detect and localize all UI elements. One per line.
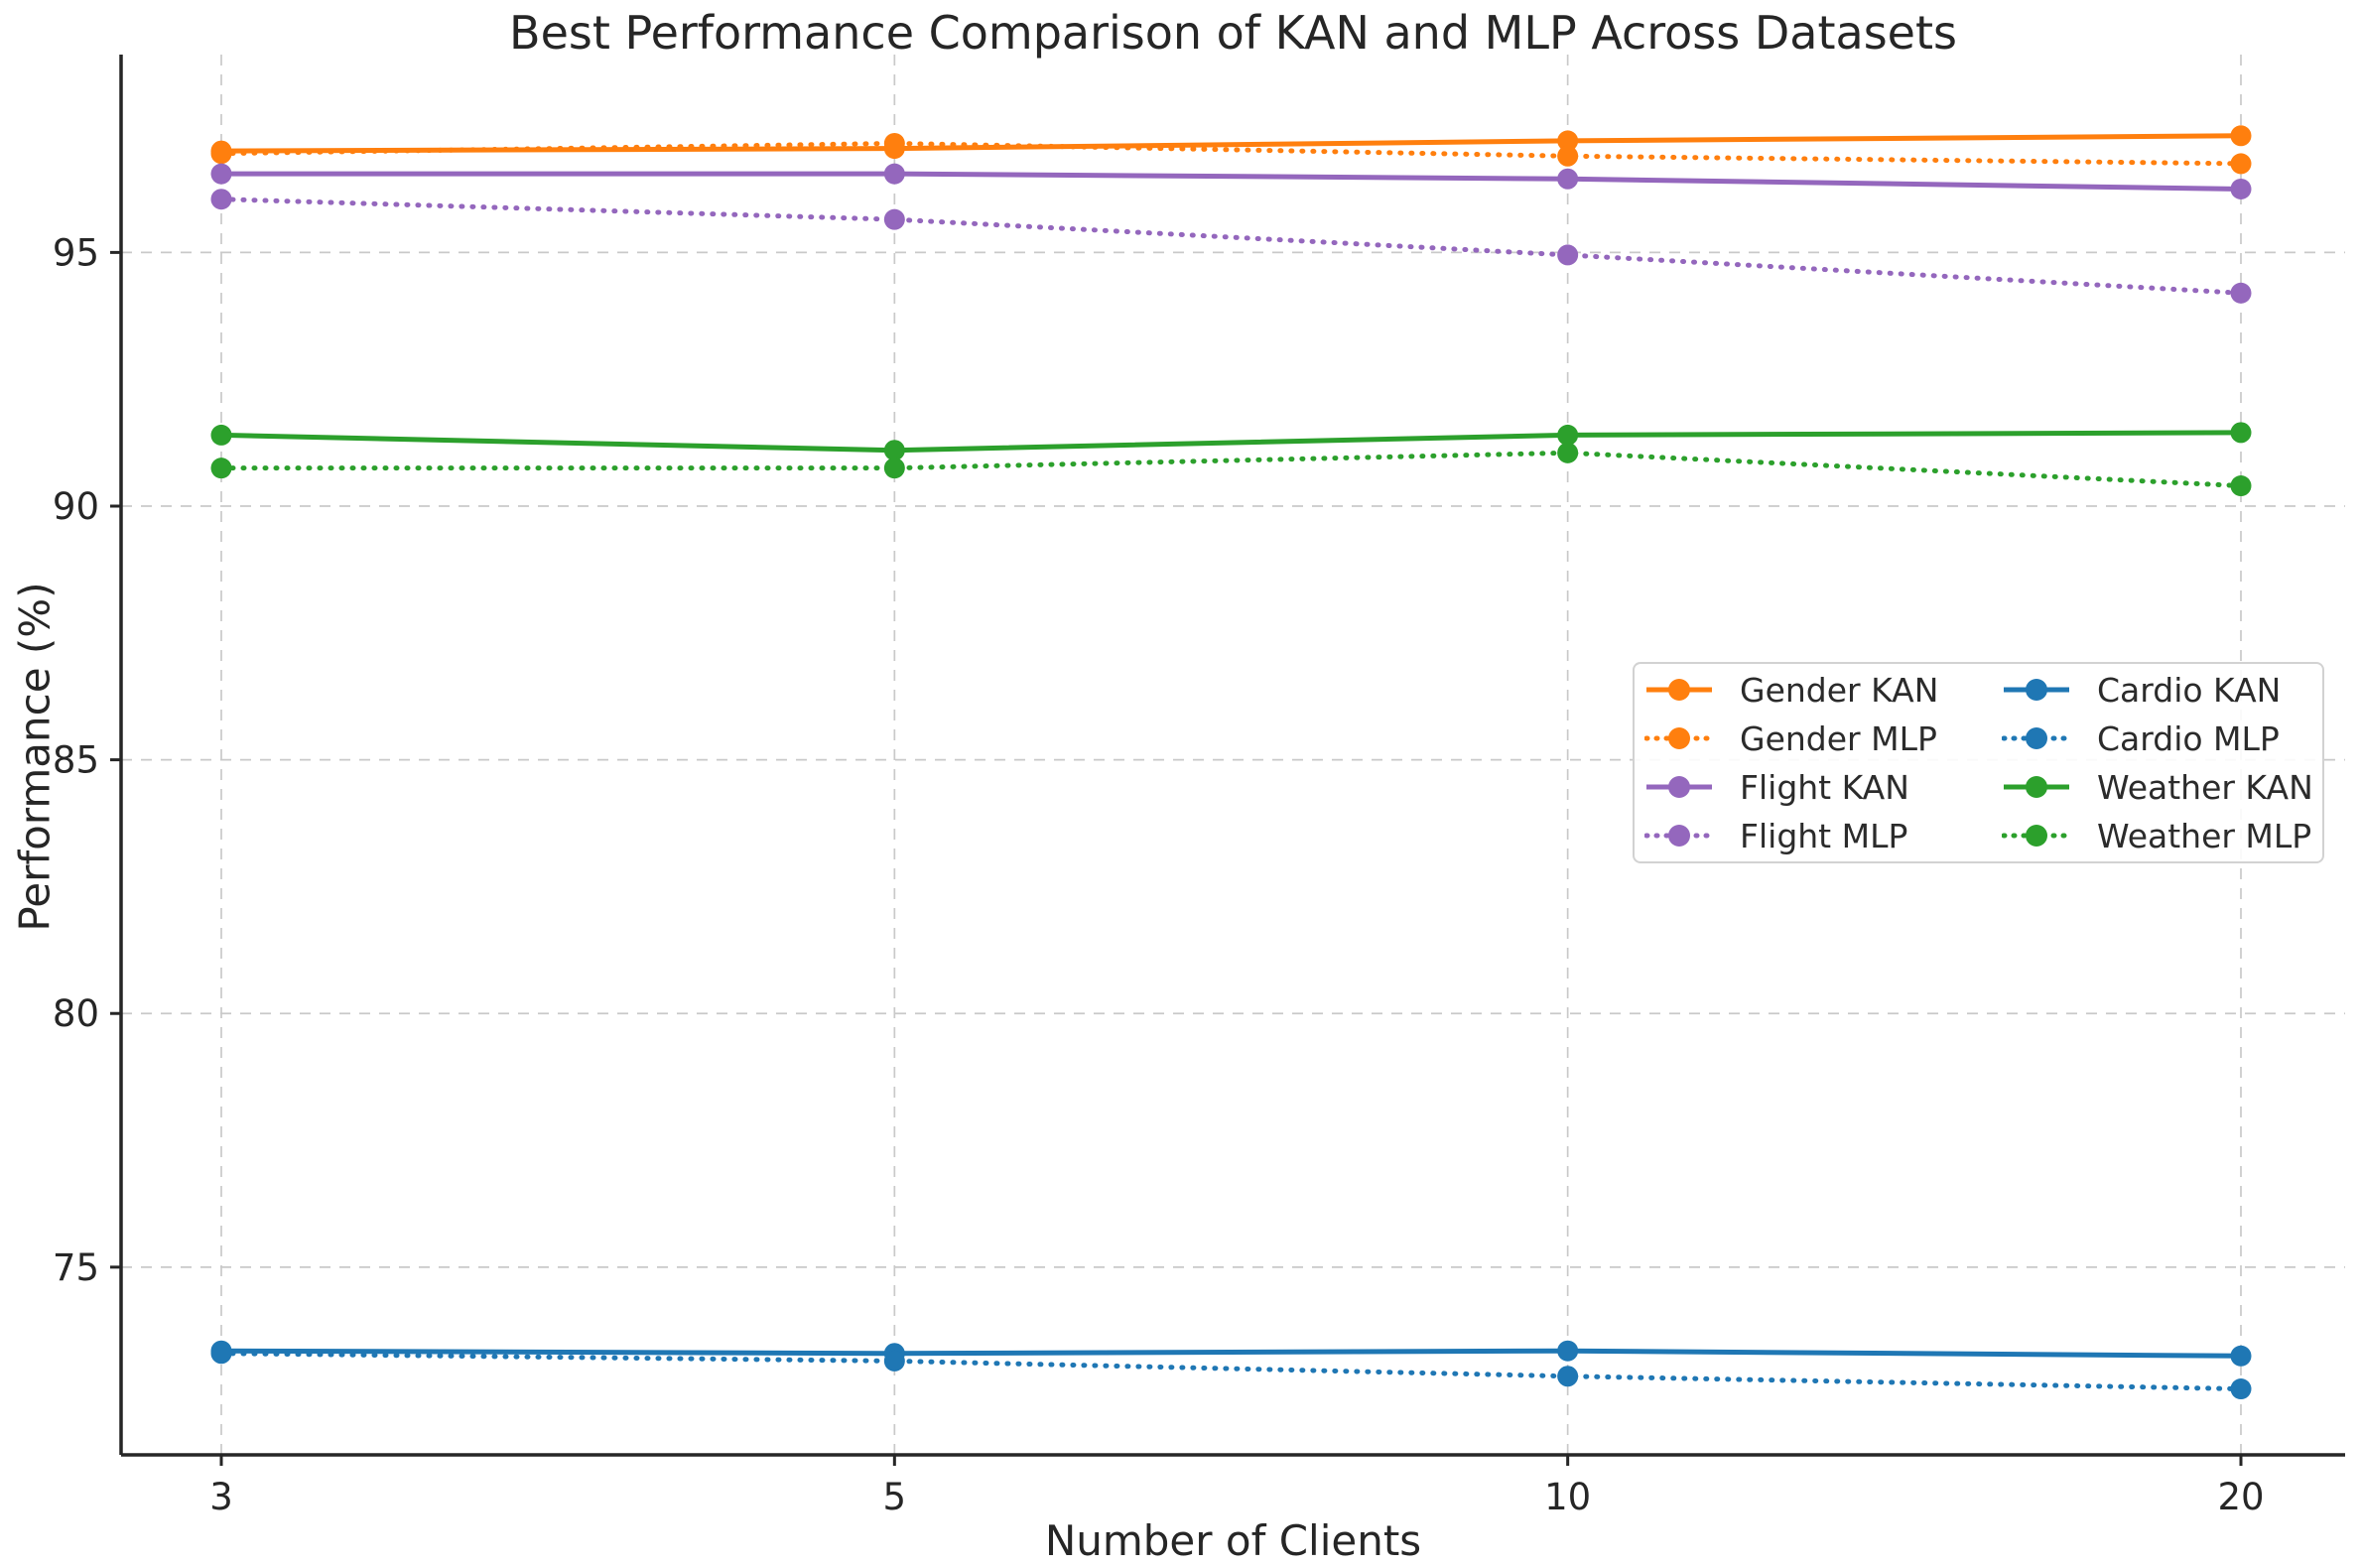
legend-label: Weather KAN <box>2097 767 2313 807</box>
legend-label: Weather MLP <box>2097 816 2312 855</box>
legend-label: Gender MLP <box>1740 719 1937 758</box>
legend-item-weather-mlp: Weather MLP <box>2002 812 2322 860</box>
data-point-flight-kan <box>210 163 232 185</box>
data-point-flight-mlp <box>210 189 232 210</box>
data-point-weather-mlp <box>210 457 232 479</box>
y-tick-label: 95 <box>53 231 99 274</box>
legend-sample-line <box>2004 679 2069 701</box>
data-point-cardio-kan <box>1557 1340 1579 1362</box>
data-point-gender-mlp <box>210 143 232 165</box>
series-line-gender-mlp <box>218 140 2244 167</box>
series-line-weather-mlp <box>218 450 2244 489</box>
legend-sample-line <box>1644 727 1714 749</box>
legend-item-cardio-mlp: Cardio MLP <box>2002 715 2322 763</box>
data-point-flight-kan <box>1557 168 1579 190</box>
data-point-weather-kan <box>2230 422 2252 444</box>
data-point-weather-kan <box>883 440 905 461</box>
legend-item-cardio-kan: Cardio KAN <box>2002 666 2322 715</box>
series-line-weather-kan <box>220 430 2242 454</box>
legend-label: Cardio KAN <box>2097 670 2282 710</box>
x-tick-label: 20 <box>2217 1476 2264 1518</box>
y-tick-label: 80 <box>53 992 99 1035</box>
data-point-cardio-kan <box>2230 1345 2252 1367</box>
legend-sample-line <box>1646 776 1712 798</box>
data-point-cardio-mlp <box>1557 1366 1579 1387</box>
data-point-weather-mlp <box>1557 442 1579 463</box>
data-point-gender-kan <box>1557 130 1579 152</box>
y-tick-label: 90 <box>53 485 99 528</box>
legend-sample-line <box>2002 825 2071 847</box>
legend-item-weather-kan: Weather KAN <box>2002 763 2322 812</box>
legend-label: Cardio MLP <box>2097 719 2280 758</box>
x-tick-label: 10 <box>1544 1476 1591 1518</box>
data-point-flight-mlp <box>1557 244 1579 266</box>
x-tick-label: 5 <box>883 1476 907 1518</box>
data-point-cardio-mlp <box>883 1350 905 1372</box>
data-point-weather-kan <box>210 424 232 446</box>
series-line-cardio-kan <box>220 1348 2242 1359</box>
legend-label: Flight KAN <box>1740 767 1909 807</box>
y-tick-label: 85 <box>53 739 99 782</box>
legend-item-flight-mlp: Flight MLP <box>1644 812 2002 860</box>
data-point-weather-mlp <box>2230 475 2252 497</box>
legend-label: Flight MLP <box>1740 816 1908 855</box>
y-axis-label: Performance (%) <box>10 582 60 932</box>
legend-item-gender-kan: Gender KAN <box>1644 666 2002 715</box>
legend: Gender KAN Gender MLP Flight KAN Flight … <box>1633 662 2324 863</box>
y-tick-label: 75 <box>53 1246 99 1289</box>
legend-sample-marker <box>1668 776 1690 798</box>
data-point-cardio-mlp <box>2230 1378 2252 1400</box>
series-line-gender-kan <box>220 133 2242 154</box>
data-point-gender-mlp <box>2230 153 2252 175</box>
data-point-weather-kan <box>1557 424 1579 446</box>
legend-sample-marker <box>2026 825 2047 847</box>
legend-label: Gender KAN <box>1740 670 1939 710</box>
legend-sample-marker <box>1668 727 1690 749</box>
legend-sample-marker <box>1668 679 1690 701</box>
x-tick-label: 3 <box>209 1476 233 1518</box>
data-point-flight-mlp <box>2230 282 2252 304</box>
data-point-cardio-mlp <box>210 1343 232 1365</box>
data-point-gender-mlp <box>1557 145 1579 167</box>
x-axis-label: Number of Clients <box>1044 1516 1422 1565</box>
legend-sample-marker <box>1668 825 1690 847</box>
legend-sample-line <box>1644 825 1714 847</box>
chart-title: Best Performance Comparison of KAN and M… <box>509 6 1957 60</box>
legend-sample-marker <box>2026 727 2047 749</box>
series-line-flight-mlp <box>218 196 2244 296</box>
legend-sample-line <box>2002 727 2071 749</box>
legend-item-flight-kan: Flight KAN <box>1644 763 2002 812</box>
data-point-gender-kan <box>2230 125 2252 147</box>
legend-sample-marker <box>2026 679 2047 701</box>
data-point-flight-kan <box>883 163 905 185</box>
legend-sample-line <box>1646 679 1712 701</box>
data-point-flight-mlp <box>883 208 905 230</box>
legend-sample-marker <box>2026 776 2047 798</box>
data-point-weather-mlp <box>883 457 905 479</box>
data-point-flight-kan <box>2230 178 2252 199</box>
legend-item-gender-mlp: Gender MLP <box>1644 715 2002 763</box>
legend-sample-line <box>2004 776 2069 798</box>
series-line-flight-kan <box>221 171 2242 192</box>
series-line-cardio-mlp <box>218 1351 2244 1392</box>
data-point-gender-mlp <box>883 132 905 154</box>
